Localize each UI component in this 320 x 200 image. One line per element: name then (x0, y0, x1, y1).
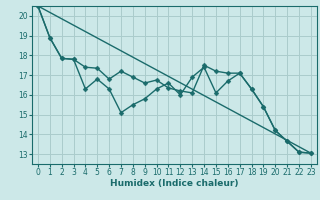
X-axis label: Humidex (Indice chaleur): Humidex (Indice chaleur) (110, 179, 239, 188)
